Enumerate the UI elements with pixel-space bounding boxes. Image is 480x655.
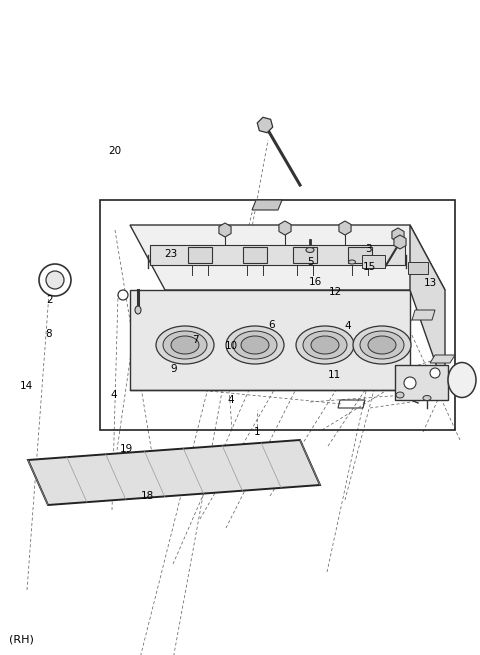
Text: 15: 15	[363, 262, 376, 272]
Polygon shape	[395, 365, 448, 400]
Text: 8: 8	[45, 329, 52, 339]
Text: 18: 18	[141, 491, 155, 502]
Polygon shape	[293, 247, 317, 263]
Polygon shape	[130, 290, 410, 390]
Polygon shape	[392, 228, 404, 242]
Polygon shape	[150, 245, 405, 265]
Ellipse shape	[430, 368, 440, 378]
Polygon shape	[279, 221, 291, 235]
Ellipse shape	[353, 326, 411, 364]
Polygon shape	[362, 255, 385, 268]
Text: 2: 2	[46, 295, 53, 305]
Text: 14: 14	[20, 381, 33, 392]
Text: 3: 3	[365, 244, 372, 254]
Text: 4: 4	[111, 390, 118, 400]
Text: 11: 11	[327, 369, 341, 380]
Ellipse shape	[163, 331, 207, 359]
Text: 6: 6	[268, 320, 275, 330]
Polygon shape	[188, 247, 212, 263]
Text: 23: 23	[164, 249, 178, 259]
Polygon shape	[243, 247, 267, 263]
Ellipse shape	[46, 271, 64, 289]
Ellipse shape	[171, 336, 199, 354]
Ellipse shape	[303, 331, 347, 359]
Text: 10: 10	[225, 341, 238, 351]
Polygon shape	[394, 235, 406, 249]
Ellipse shape	[396, 392, 404, 398]
Text: 5: 5	[307, 257, 314, 267]
Text: 19: 19	[120, 444, 133, 455]
Text: 9: 9	[170, 364, 177, 375]
Ellipse shape	[306, 248, 314, 252]
Polygon shape	[252, 200, 282, 210]
Ellipse shape	[118, 290, 128, 300]
Ellipse shape	[296, 326, 354, 364]
Ellipse shape	[311, 336, 339, 354]
Polygon shape	[410, 225, 445, 390]
Ellipse shape	[226, 326, 284, 364]
Polygon shape	[130, 225, 445, 290]
Text: 20: 20	[108, 145, 122, 156]
Text: 4: 4	[345, 321, 351, 331]
Ellipse shape	[348, 260, 356, 264]
Text: 4: 4	[227, 394, 234, 405]
Text: 1: 1	[253, 427, 260, 438]
Polygon shape	[219, 223, 231, 237]
Text: 13: 13	[423, 278, 437, 288]
Polygon shape	[348, 247, 372, 263]
Ellipse shape	[39, 264, 71, 296]
Polygon shape	[257, 117, 273, 133]
Text: (RH): (RH)	[9, 634, 34, 644]
Ellipse shape	[241, 336, 269, 354]
Ellipse shape	[135, 306, 141, 314]
Ellipse shape	[404, 377, 416, 389]
Text: 12: 12	[329, 287, 343, 297]
Ellipse shape	[448, 362, 476, 398]
Ellipse shape	[368, 336, 396, 354]
Ellipse shape	[360, 331, 404, 359]
Polygon shape	[430, 355, 455, 363]
Polygon shape	[28, 440, 320, 505]
Text: 7: 7	[192, 335, 198, 345]
Ellipse shape	[423, 396, 431, 400]
Ellipse shape	[233, 331, 277, 359]
Ellipse shape	[156, 326, 214, 364]
Polygon shape	[339, 221, 351, 235]
Polygon shape	[408, 262, 428, 274]
Text: 16: 16	[309, 276, 323, 287]
Polygon shape	[412, 310, 435, 320]
